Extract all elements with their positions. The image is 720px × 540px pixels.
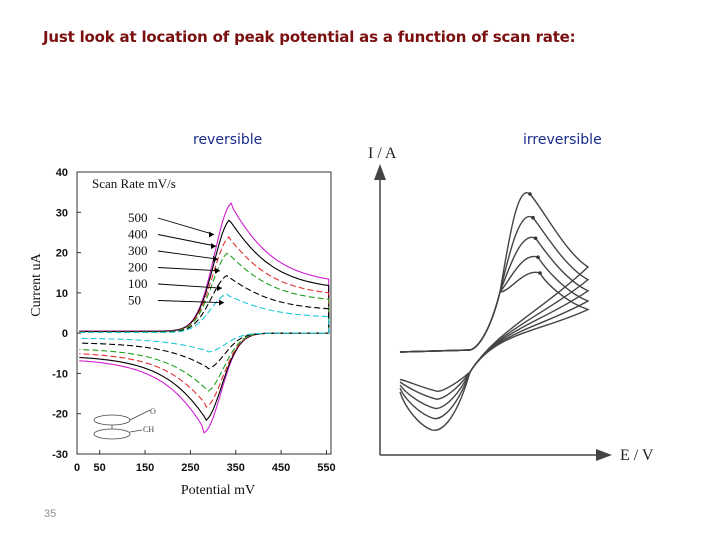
slide-title: Just look at location of peak potential … bbox=[43, 28, 576, 46]
legend-arrow-icon bbox=[217, 285, 222, 292]
cv-curve-300 bbox=[79, 236, 330, 408]
x-tick-label: 550 bbox=[317, 462, 335, 474]
y-tick-label: -20 bbox=[52, 409, 68, 421]
legend-label-400: 400 bbox=[128, 227, 148, 242]
cv-curve-200 bbox=[79, 252, 330, 392]
legend-label-500: 500 bbox=[128, 210, 148, 225]
legend-label-50: 50 bbox=[128, 293, 141, 308]
legend-leader-500 bbox=[157, 217, 215, 235]
legend-arrow-icon bbox=[215, 267, 220, 274]
legend-leader-300 bbox=[157, 250, 219, 260]
ferrocene-molecule-icon bbox=[93, 409, 151, 440]
y-tick-label: -30 bbox=[52, 449, 68, 461]
legend-arrow-icon bbox=[211, 243, 216, 250]
x-tick-label: 0 bbox=[74, 462, 80, 474]
y-tick-label: 40 bbox=[56, 167, 68, 179]
legend-arrow-icon bbox=[213, 256, 218, 263]
legend-arrow-icon bbox=[209, 231, 214, 238]
x-tick-label: 150 bbox=[136, 462, 154, 474]
y-tick-label: 0 bbox=[62, 328, 68, 340]
y-axis-label: Current uA bbox=[29, 252, 44, 316]
legend-leader-100 bbox=[157, 283, 223, 289]
y-tick-label: 10 bbox=[56, 288, 68, 300]
reversible-label: reversible bbox=[193, 132, 263, 148]
cv-curve-50 bbox=[79, 293, 330, 353]
page-number: 35 bbox=[44, 508, 57, 520]
legend-label-100: 100 bbox=[128, 276, 148, 291]
x-tick-label: 250 bbox=[181, 462, 199, 474]
y-tick-label: 30 bbox=[56, 207, 68, 219]
molecule-label-ch: CH bbox=[143, 425, 154, 434]
legend-leader-400 bbox=[157, 234, 217, 247]
x-tick-label: 350 bbox=[227, 462, 245, 474]
x-tick-label: 450 bbox=[272, 462, 290, 474]
inset-label: Scan Rate mV/s bbox=[92, 176, 176, 191]
legend-leader-50 bbox=[157, 300, 225, 304]
x-tick-label: 50 bbox=[94, 462, 106, 474]
legend-arrow-icon bbox=[219, 299, 224, 306]
molecule-label-o: O bbox=[150, 407, 156, 416]
x-axis-label: Potential mV bbox=[181, 483, 255, 498]
cv-curve-400 bbox=[79, 219, 330, 422]
legend-leader-200 bbox=[157, 267, 221, 272]
legend-label-300: 300 bbox=[128, 243, 148, 258]
y-tick-label: -10 bbox=[52, 368, 68, 380]
irreversible-label: irreversible bbox=[523, 132, 602, 148]
y-tick-label: 20 bbox=[56, 248, 68, 260]
plot-frame bbox=[76, 171, 332, 455]
cv-curve-100 bbox=[79, 274, 330, 370]
legend-label-200: 200 bbox=[128, 260, 148, 275]
